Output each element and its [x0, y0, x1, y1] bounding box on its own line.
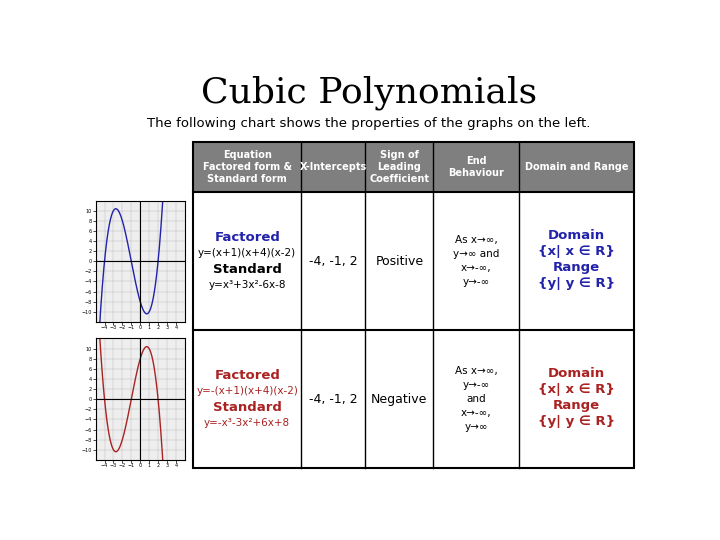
Text: Sign of
Leading
Coefficient: Sign of Leading Coefficient — [369, 150, 429, 185]
Text: y=-(x+1)(x+4)(x-2): y=-(x+1)(x+4)(x-2) — [197, 386, 298, 396]
Text: {y| y ∈ R}: {y| y ∈ R} — [538, 277, 616, 290]
Text: Standard: Standard — [213, 262, 282, 275]
Text: -4, -1, 2: -4, -1, 2 — [309, 393, 358, 406]
Text: y=(x+1)(x+4)(x-2): y=(x+1)(x+4)(x-2) — [198, 248, 297, 258]
Text: -4, -1, 2: -4, -1, 2 — [309, 255, 358, 268]
Text: End
Behaviour: End Behaviour — [449, 156, 505, 178]
Text: Factored: Factored — [215, 369, 280, 382]
Text: As x→∞,
y→-∞
and
x→-∞,
y→∞: As x→∞, y→-∞ and x→-∞, y→∞ — [455, 366, 498, 432]
Text: y=x³+3x²-6x-8: y=x³+3x²-6x-8 — [209, 280, 286, 290]
Text: Domain and Range: Domain and Range — [525, 162, 629, 172]
Text: Negative: Negative — [371, 393, 428, 406]
Text: X-Intercepts: X-Intercepts — [300, 162, 366, 172]
Text: Range: Range — [553, 399, 600, 412]
Text: Standard: Standard — [213, 401, 282, 414]
Text: {y| y ∈ R}: {y| y ∈ R} — [538, 415, 616, 428]
Text: Domain: Domain — [548, 367, 606, 380]
Text: Equation
Factored form &
Standard form: Equation Factored form & Standard form — [203, 150, 292, 185]
Text: Range: Range — [553, 261, 600, 274]
Text: Factored: Factored — [215, 231, 280, 244]
Text: y=-x³-3x²+6x+8: y=-x³-3x²+6x+8 — [204, 418, 290, 428]
Text: {x| x ∈ R}: {x| x ∈ R} — [539, 245, 615, 258]
Text: {x| x ∈ R}: {x| x ∈ R} — [539, 383, 615, 396]
Text: Positive: Positive — [375, 255, 423, 268]
Text: Cubic Polynomials: Cubic Polynomials — [201, 75, 537, 110]
Text: As x→∞,
y→∞ and
x→-∞,
y→-∞: As x→∞, y→∞ and x→-∞, y→-∞ — [454, 235, 500, 287]
Text: The following chart shows the properties of the graphs on the left.: The following chart shows the properties… — [148, 117, 590, 130]
Text: Domain: Domain — [548, 230, 606, 242]
